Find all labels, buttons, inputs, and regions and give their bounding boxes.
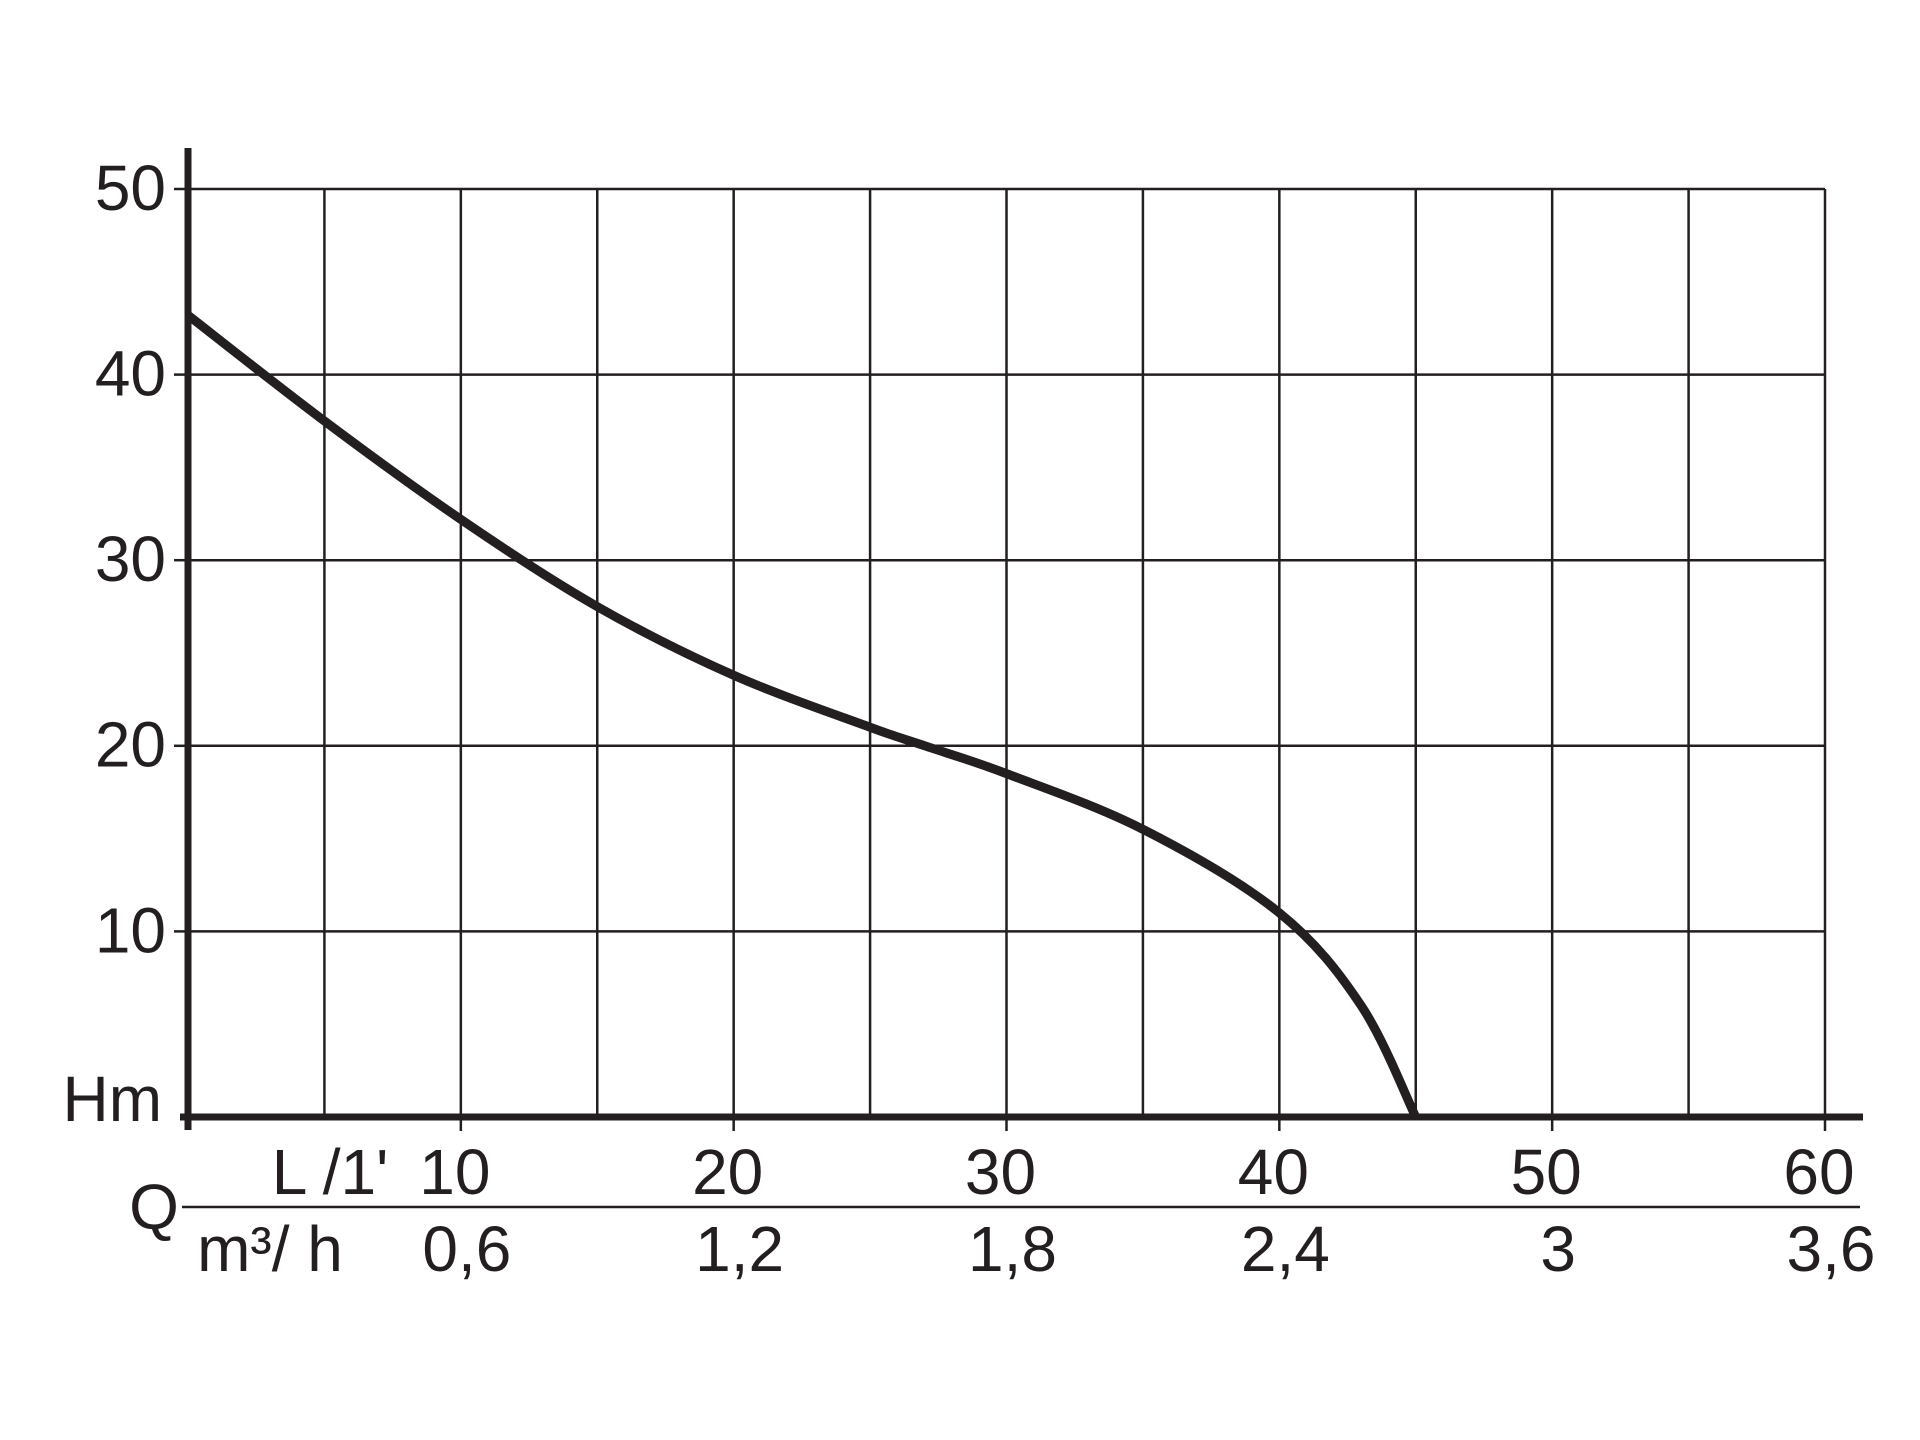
- x-tick-label: 10: [419, 1136, 490, 1208]
- y-tick-label: 10: [95, 894, 166, 966]
- x-tick-label: 30: [965, 1136, 1036, 1208]
- y-tick-label: 50: [95, 152, 166, 224]
- axis-symbol: Q: [129, 1171, 179, 1243]
- y-axis-label: Hm: [62, 1063, 162, 1135]
- x-tick-label: 40: [1238, 1136, 1309, 1208]
- x2-tick-label: 0,6: [422, 1213, 511, 1285]
- x-axis-label: L /1': [272, 1136, 389, 1208]
- x-tick-label: 20: [692, 1136, 763, 1208]
- pump-curve: [185, 311, 1420, 1119]
- y-tick-label: 30: [95, 523, 166, 595]
- y-tick-label: 40: [95, 338, 166, 410]
- x-tick-label: 60: [1783, 1136, 1854, 1208]
- x2-tick-label: 3,6: [1787, 1213, 1876, 1285]
- x-tick-label: 50: [1511, 1136, 1582, 1208]
- x2-tick-label: 2,4: [1241, 1213, 1330, 1285]
- x2-tick-label: 1,8: [968, 1213, 1057, 1285]
- x2-axis-label: m³/ h: [197, 1213, 343, 1285]
- y-tick-label: 20: [95, 709, 166, 781]
- x2-tick-label: 1,2: [695, 1213, 784, 1285]
- x2-tick-label: 3: [1540, 1213, 1576, 1285]
